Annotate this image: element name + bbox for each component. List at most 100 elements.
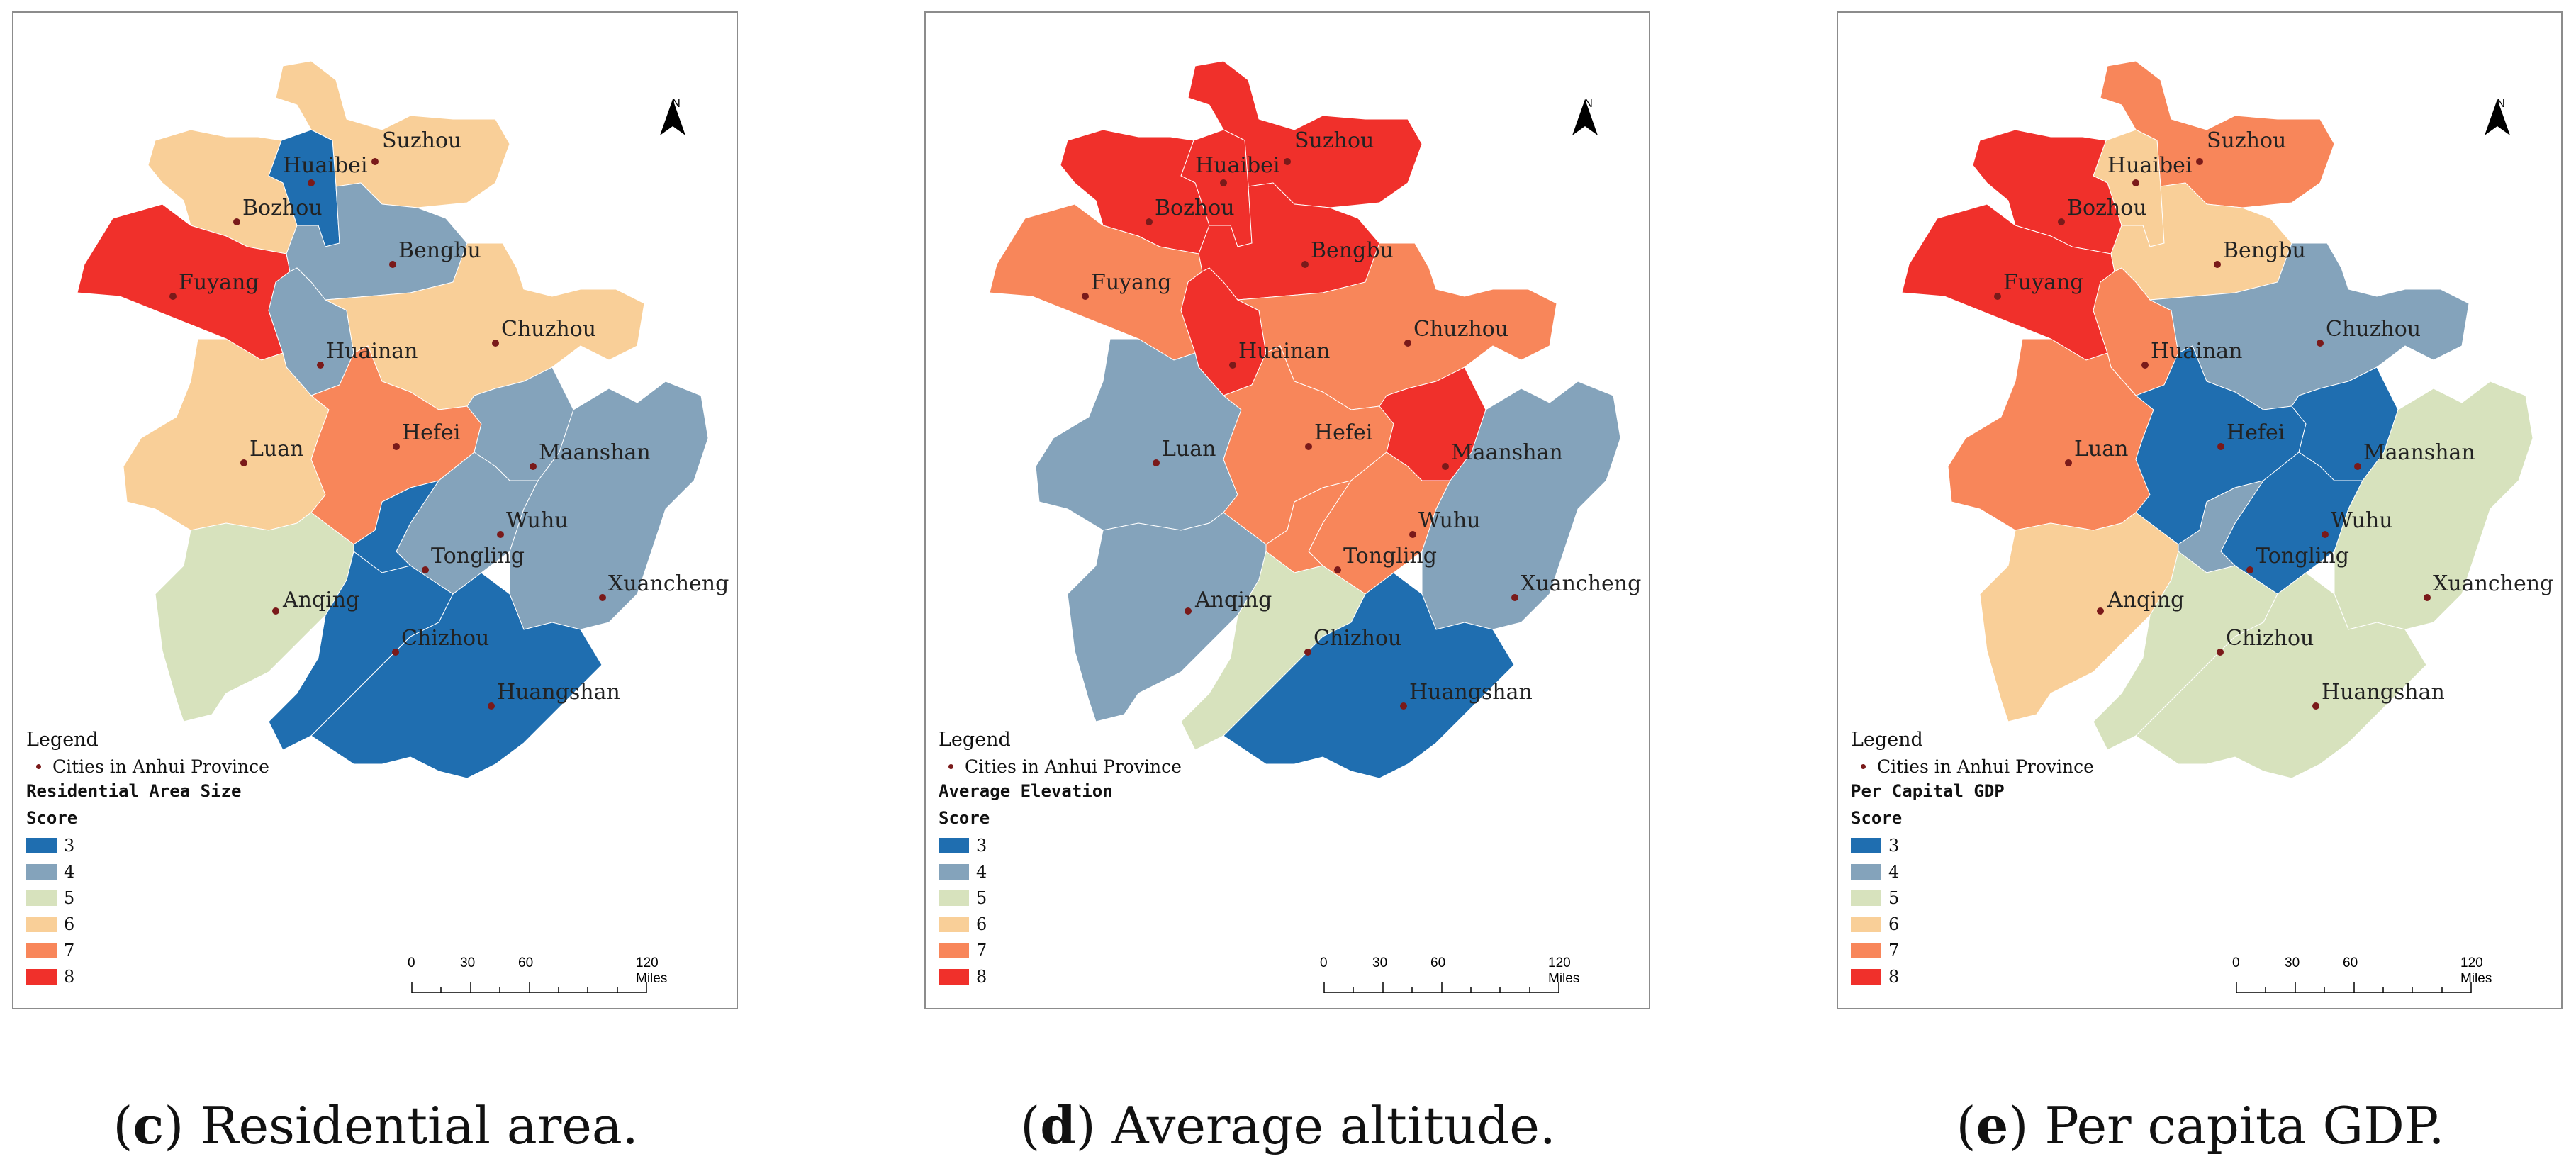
city-marker-chuzhou [2317,340,2324,347]
scale-bar: 0 30 60 120 Miles [2232,956,2504,998]
anhui-map-d: Suzhou Huaibei Bozhou Fuyang Bengbu Huainan Ch… [989,60,1641,779]
city-marker-luan [2065,459,2072,466]
legend-row: 8 [1851,963,2094,990]
scale-tick: 120 Miles [2460,956,2492,986]
scale-bar: 0 30 60 120 Miles [408,956,680,998]
city-marker-xuancheng [1511,594,1518,601]
scale-bar-line [411,982,647,993]
city-label-luan: Luan [250,437,303,461]
city-label-xuancheng: Xuancheng [1521,571,1641,596]
city-marker-anqing [1185,607,1192,615]
legend-class-label: 8 [64,966,75,987]
city-dot-icon [36,764,41,769]
legend-swatch [1851,863,1881,880]
legend-row: 5 [1851,885,2094,911]
city-label-xuancheng: Xuancheng [608,571,729,596]
city-label-huangshan: Huangshan [1409,680,1533,705]
legend-title: Legend [939,729,1011,751]
city-marker-wuhu [497,531,504,538]
city-marker-bengbu [1301,261,1309,268]
city-label-chuzhou: Chuzhou [2326,317,2421,342]
city-marker-huainan [317,362,324,369]
legend-cities: Cities in Anhui Province [1851,756,2094,777]
city-label-suzhou: Suzhou [2207,128,2286,153]
scale-tick: 120 Miles [636,956,668,986]
legend-class-label: 6 [976,914,987,934]
scale-tick: 60 [518,956,534,970]
city-label-huaibei: Huaibei [283,153,368,178]
scale-tick: 30 [460,956,476,970]
caption-paren: ( [1956,1096,1976,1155]
legend-class-label: 5 [976,887,987,908]
caption-letter: d [1040,1095,1076,1155]
legend-row: 5 [26,885,269,911]
region-huangshan [1223,572,1515,779]
city-marker-fuyang [1082,293,1089,300]
legend-class-label: 6 [1888,914,1900,934]
legend-rows: 3 4 5 6 7 8 [26,832,269,990]
city-marker-suzhou [1284,158,1291,165]
legend-row: 5 [939,885,1182,911]
legend-score-label: Score [939,808,990,828]
legend-title: Legend [1851,729,1923,751]
city-label-chizhou: Chizhou [401,626,489,651]
city-marker-huaibei [1220,179,1227,186]
legend-class-label: 7 [976,940,987,961]
legend-class-label: 4 [976,861,987,882]
city-marker-bozhou [2058,218,2065,225]
city-marker-chuzhou [1404,340,1411,347]
city-marker-bengbu [389,261,396,268]
city-label-chuzhou: Chuzhou [1413,317,1508,342]
legend-variable: Per Capital GDP [1851,781,2005,801]
city-marker-xuancheng [599,594,606,601]
legend-cities-label: Cities in Anhui Province [52,756,269,777]
scale-tick: 30 [2285,956,2300,970]
city-label-huaibei: Huaibei [2107,153,2193,178]
city-label-wuhu: Wuhu [506,508,569,533]
caption-text: ) Residential area. [164,1096,639,1155]
city-label-tongling: Tongling [1343,544,1437,569]
city-label-chizhou: Chizhou [1314,626,1401,651]
city-marker-hefei [393,443,400,450]
region-anqing [1979,512,2179,722]
city-label-suzhou: Suzhou [382,128,461,153]
city-dot-icon [948,764,953,769]
region-huangshan [2135,572,2427,779]
legend-row: 6 [26,911,269,937]
scale-tick: 60 [2343,956,2358,970]
city-label-hefei: Hefei [402,420,460,445]
legend-swatch [1851,968,1881,985]
legend-swatch [26,968,57,985]
legend-cities: Cities in Anhui Province [939,756,1182,777]
city-label-bengbu: Bengbu [2223,238,2306,263]
anhui-map-c: Suzhou Huaibei Bozhou Fuyang Bengbu Huainan Ch… [77,60,729,779]
legend: Legend Cities in Anhui Province Per Capi… [1851,729,2094,990]
scale-tick: 120 Miles [1548,956,1580,986]
legend-row: 8 [939,963,1182,990]
legend-swatch [939,968,969,985]
legend-row: 4 [26,858,269,885]
north-arrow-icon [2485,99,2510,135]
legend-row: 7 [26,937,269,963]
caption-text: ) Average altitude. [1075,1096,1556,1155]
legend-swatch [26,942,57,958]
legend-class-label: 6 [64,914,75,934]
caption-paren: ( [113,1096,133,1155]
north-arrow: N [659,98,694,135]
scale-bar-line [2236,982,2472,993]
city-label-chizhou: Chizhou [2226,626,2314,651]
city-label-bozhou: Bozhou [1155,196,1235,220]
city-label-anqing: Anqing [282,588,359,612]
legend-variable: Residential Area Size [26,781,242,801]
city-label-tongling: Tongling [431,544,525,569]
legend-swatch [26,863,57,880]
city-marker-tongling [2246,566,2253,573]
city-label-huangshan: Huangshan [2322,680,2445,705]
legend-class-label: 7 [1888,940,1900,961]
legend-class-label: 4 [64,861,75,882]
scale-tick: 30 [1372,956,1388,970]
city-marker-suzhou [371,158,379,165]
city-marker-huainan [1229,362,1236,369]
city-marker-hefei [2217,443,2224,450]
legend-score-label: Score [26,808,78,828]
